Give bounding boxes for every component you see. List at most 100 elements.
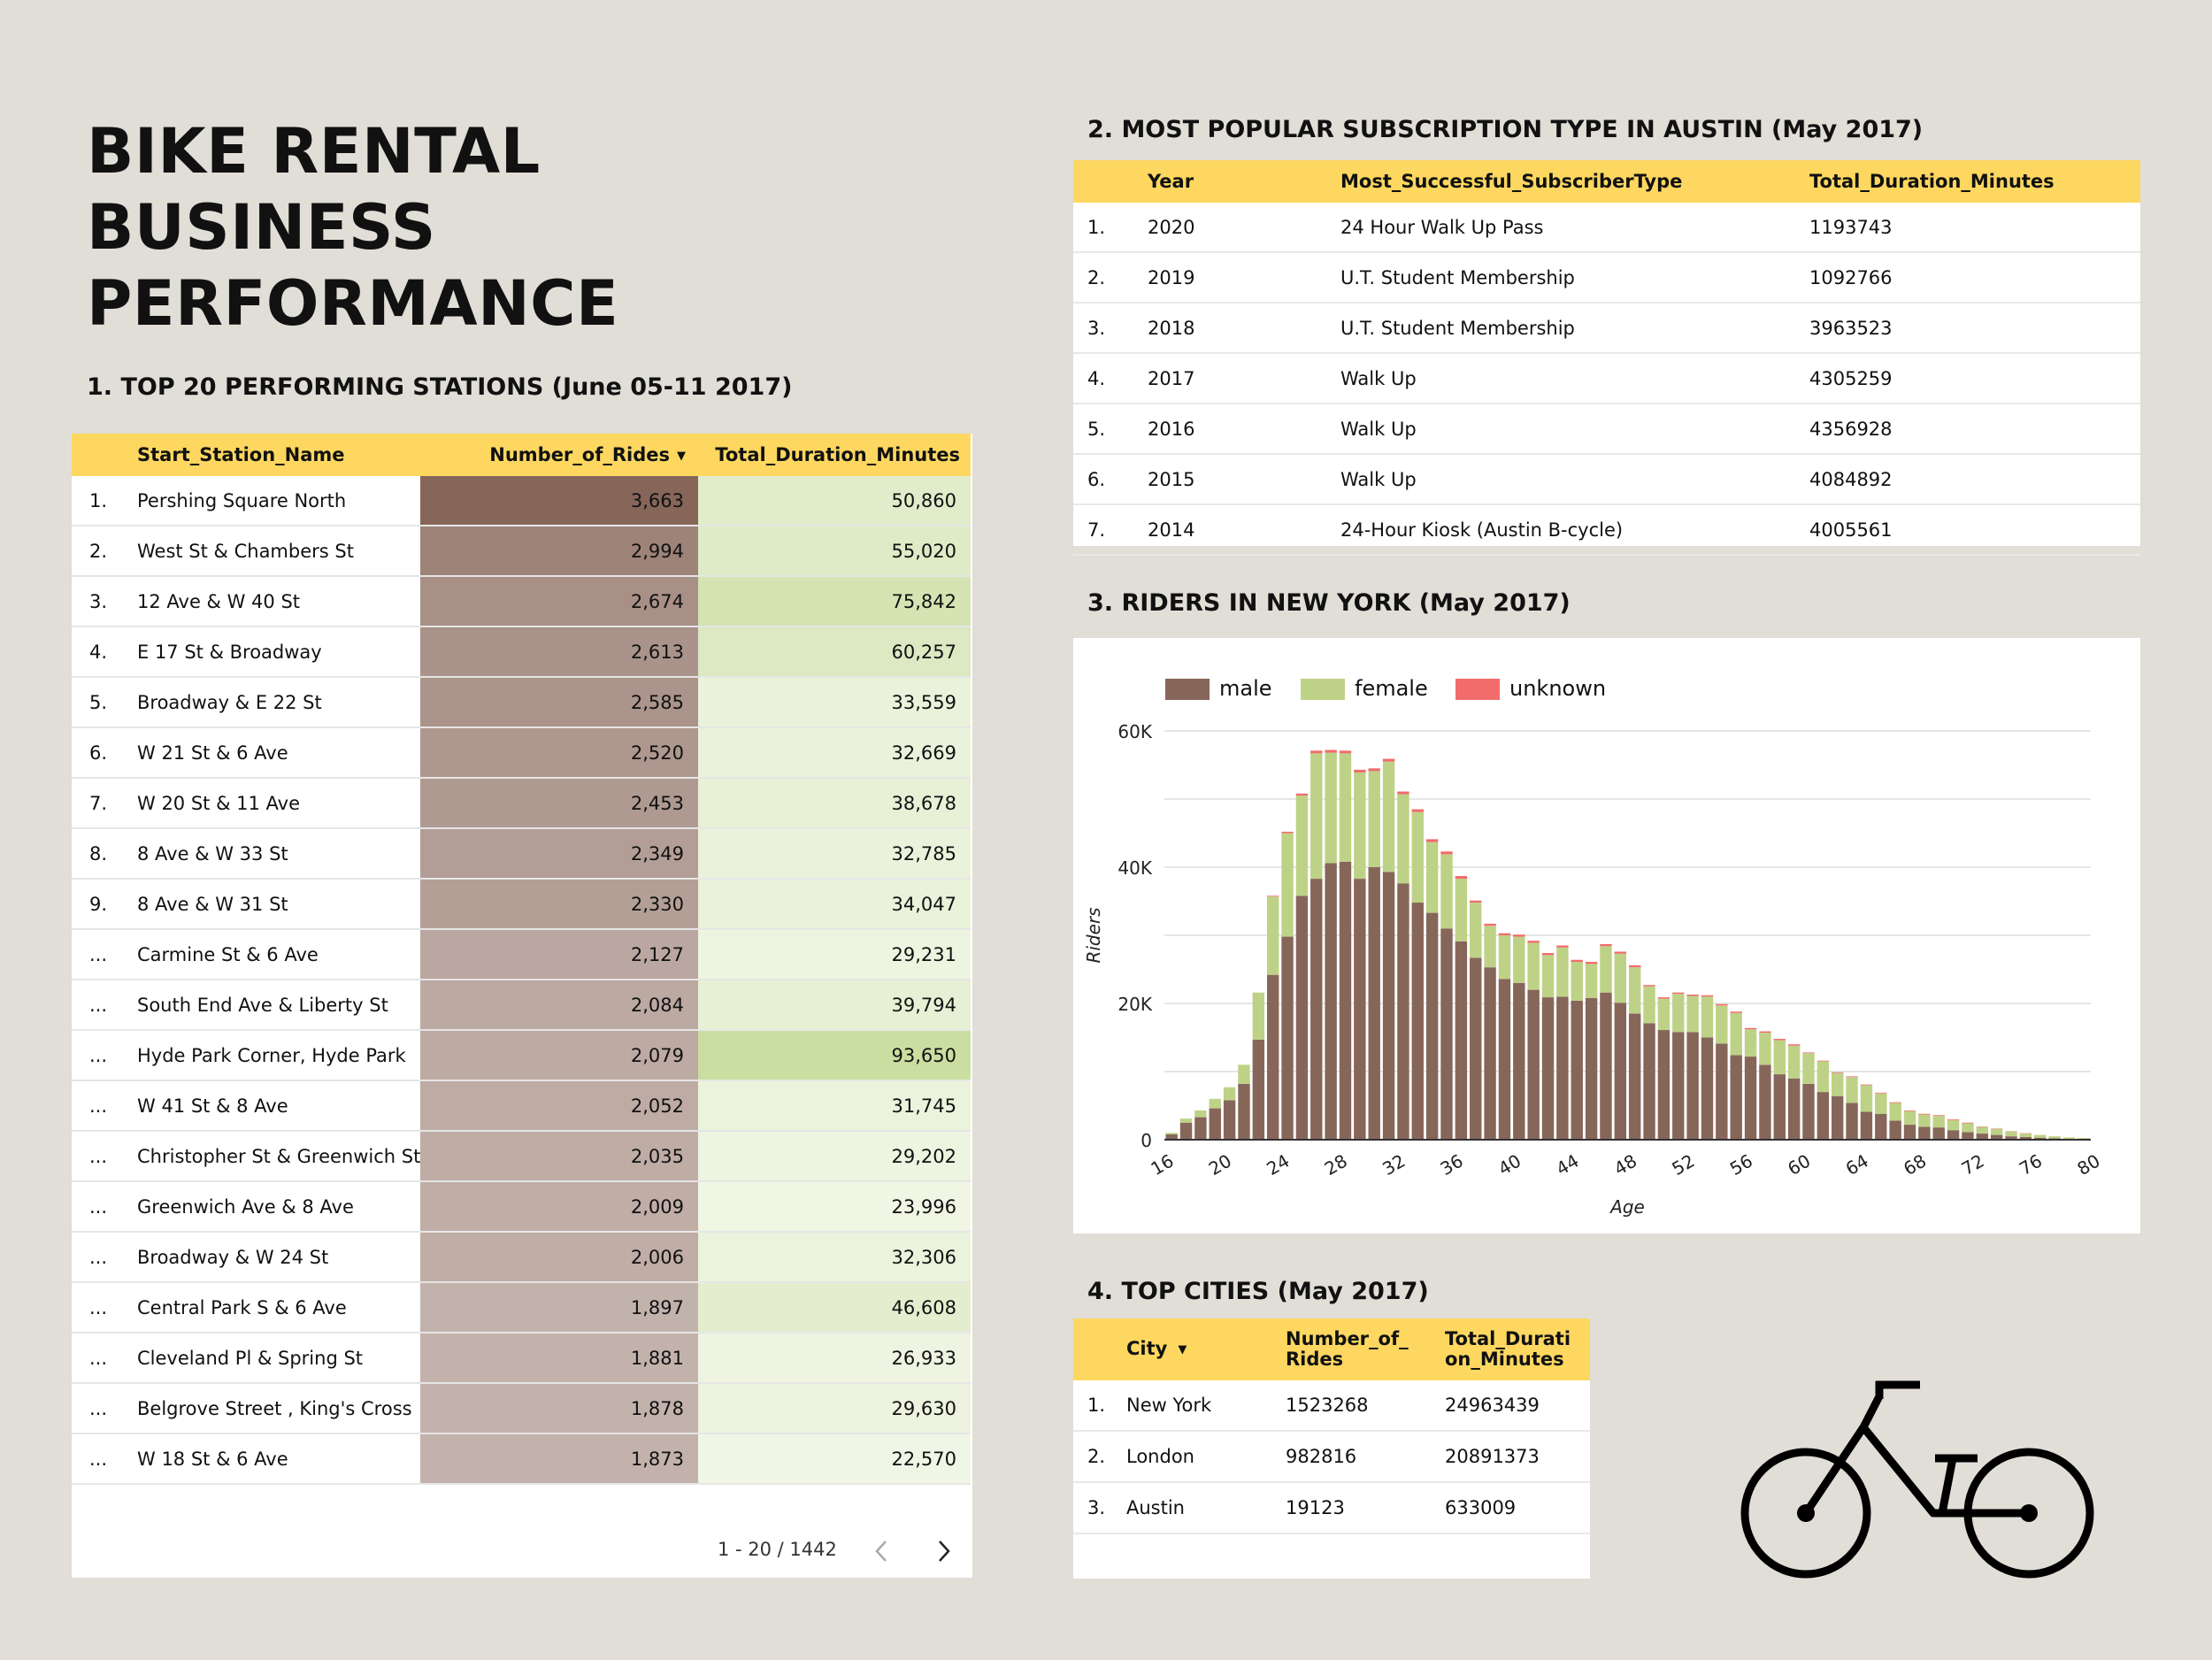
table-row[interactable]: ... Belgrove Street , King's Cross 1,878 29… <box>72 1383 971 1434</box>
bar-male <box>1701 1037 1714 1140</box>
sort-desc-icon[interactable]: ▼ <box>677 449 686 463</box>
cities-table: City ▼ Number_of_ Rides Total_Durati on_Min… <box>1073 1318 1590 1534</box>
duration-value: 26,933 <box>698 1333 971 1384</box>
rides-value: 2,084 <box>420 980 698 1031</box>
table-row[interactable]: 4. E 17 St & Broadway 2,613 60,257 <box>72 626 971 678</box>
bar-male <box>1802 1083 1815 1140</box>
chevron-right-icon[interactable] <box>933 1539 954 1564</box>
bar-unknown <box>1281 831 1294 834</box>
table-row[interactable]: 7. W 20 St & 11 Ave 2,453 38,678 <box>72 778 971 829</box>
table-row[interactable]: 1. 2020 24 Hour Walk Up Pass 1193743 <box>1073 203 2140 253</box>
bar-female <box>1455 879 1468 941</box>
table-row[interactable]: ... Carmine St & 6 Ave 2,127 29,231 <box>72 929 971 980</box>
col-subscriber-type[interactable]: Most_Successful_SubscriberType <box>1326 160 1795 203</box>
bar-female <box>1976 1126 1989 1134</box>
table-row[interactable]: ... W 41 St & 8 Ave 2,052 31,745 <box>72 1080 971 1132</box>
bar-male <box>1425 912 1439 1140</box>
table-row[interactable]: 5. Broadway & E 22 St 2,585 33,559 <box>72 677 971 728</box>
x-tick-label: 72 <box>1958 1150 1988 1180</box>
duration-value: 31,745 <box>698 1080 971 1132</box>
table-row[interactable]: 1. New York 1523268 24963439 <box>1073 1380 1590 1432</box>
row-index: 2. <box>72 526 128 577</box>
bar-female <box>1672 994 1685 1033</box>
bar-male <box>1281 936 1294 1140</box>
bar-unknown <box>1628 964 1641 968</box>
bar-unknown <box>1368 768 1380 772</box>
table-row[interactable]: 8. 8 Ave & W 33 St 2,349 32,785 <box>72 828 971 880</box>
table-row[interactable]: ... Hyde Park Corner, Hyde Park 2,079 93,65… <box>72 1030 971 1081</box>
bar-female <box>1744 1029 1757 1057</box>
bar-female <box>1382 761 1395 872</box>
x-tick-label: 44 <box>1553 1150 1583 1180</box>
table-row[interactable]: 4. 2017 Walk Up 4305259 <box>1073 353 2140 404</box>
table-row[interactable]: ... Central Park S & 6 Ave 1,897 46,608 <box>72 1282 971 1333</box>
cities-table-panel: City ▼ Number_of_ Rides Total_Durati on_Min… <box>1073 1318 1590 1579</box>
table-row[interactable]: 3. 2018 U.T. Student Membership 3963523 <box>1073 303 2140 354</box>
legend-swatch-unknown <box>1455 679 1500 700</box>
table-row[interactable]: ... Cleveland Pl & Spring St 1,881 26,933 <box>72 1333 971 1384</box>
table-row[interactable]: 2. 2019 U.T. Student Membership 1092766 <box>1073 252 2140 304</box>
table-row[interactable]: 5. 2016 Walk Up 4356928 <box>1073 403 2140 455</box>
bar-male <box>1600 992 1612 1140</box>
legend-swatch-female <box>1301 679 1345 700</box>
row-index: ... <box>72 980 128 1031</box>
bar-male <box>1832 1095 1844 1140</box>
section1-title: 1. TOP 20 PERFORMING STATIONS (June 05-1… <box>87 373 793 401</box>
station-name: Hyde Park Corner, Hyde Park <box>128 1030 420 1081</box>
table-row[interactable]: 2. London 982816 20891373 <box>1073 1431 1590 1483</box>
col-dur-line2: on_Minutes <box>1445 1349 1564 1370</box>
bar-male <box>1860 1111 1873 1140</box>
table-row[interactable]: ... Christopher St & Greenwich St 2,035 29,… <box>72 1131 971 1182</box>
bar-male <box>1527 989 1540 1140</box>
table-row[interactable]: 9. 8 Ave & W 31 St 2,330 34,047 <box>72 879 971 930</box>
x-tick-label: 76 <box>2016 1150 2046 1180</box>
bar-female <box>1339 753 1352 862</box>
sort-desc-icon[interactable]: ▼ <box>1178 1342 1187 1356</box>
bar-female <box>1759 1033 1771 1065</box>
table-row[interactable]: 3. Austin 19123 633009 <box>1073 1482 1590 1534</box>
chevron-left-icon[interactable] <box>872 1539 893 1564</box>
bar-female <box>1411 811 1424 903</box>
bar-female <box>1585 964 1598 998</box>
bar-male <box>1962 1132 1974 1140</box>
col-total-duration[interactable]: Total_Duration_Minutes <box>1795 160 2140 203</box>
bar-unknown <box>1860 1084 1873 1086</box>
x-tick-label: 64 <box>1842 1150 1872 1180</box>
rides-value: 1523268 <box>1271 1380 1431 1432</box>
bar-unknown <box>1773 1039 1786 1041</box>
duration-value: 32,785 <box>698 828 971 880</box>
row-index: 6. <box>72 727 128 779</box>
bar-male <box>1238 1083 1250 1140</box>
table-row[interactable]: 6. 2015 Walk Up 4084892 <box>1073 454 2140 505</box>
duration-value: 75,842 <box>698 576 971 627</box>
row-index: ... <box>72 1232 128 1283</box>
col-year[interactable]: Year <box>1133 160 1326 203</box>
table-row[interactable]: ... South End Ave & Liberty St 2,084 39,794 <box>72 980 971 1031</box>
bar-unknown <box>1325 749 1337 753</box>
table-row[interactable]: 3. 12 Ave & W 40 St 2,674 75,842 <box>72 576 971 627</box>
duration-value: 32,306 <box>698 1232 971 1283</box>
table-row[interactable]: 7. 2014 24-Hour Kiosk (Austin B-cycle) 4005… <box>1073 504 2140 556</box>
bar-unknown <box>1571 959 1583 963</box>
station-name: 12 Ave & W 40 St <box>128 576 420 627</box>
bar-female <box>1860 1085 1873 1112</box>
bar-male <box>1614 1003 1627 1140</box>
table-row[interactable]: ... W 18 St & 6 Ave 1,873 22,570 <box>72 1433 971 1485</box>
table-row[interactable]: 6. W 21 St & 6 Ave 2,520 32,669 <box>72 727 971 779</box>
subscriber-type-value: Walk Up <box>1326 353 1795 404</box>
col-number-of-rides[interactable]: Number_of_Rides ▼ <box>420 434 698 476</box>
table-row[interactable]: ... Broadway & W 24 St 2,006 32,306 <box>72 1232 971 1283</box>
rides-value: 2,349 <box>420 828 698 880</box>
bar-male <box>2005 1136 2017 1140</box>
col-total-duration[interactable]: Total_Duration_Minutes <box>698 434 971 476</box>
bar-female <box>1179 1118 1193 1123</box>
table-row[interactable]: ... Greenwich Ave & 8 Ave 2,009 23,996 <box>72 1181 971 1233</box>
col-number-of-rides[interactable]: Number_of_ Rides <box>1271 1318 1431 1380</box>
x-tick-label: 16 <box>1147 1150 1177 1180</box>
col-city[interactable]: City ▼ <box>1112 1318 1271 1380</box>
duration-value: 20891373 <box>1431 1431 1590 1483</box>
col-station-name[interactable]: Start_Station_Name <box>128 434 420 476</box>
table-row[interactable]: 2. West St & Chambers St 2,994 55,020 <box>72 526 971 577</box>
table-row[interactable]: 1. Pershing Square North 3,663 50,860 <box>72 476 971 526</box>
